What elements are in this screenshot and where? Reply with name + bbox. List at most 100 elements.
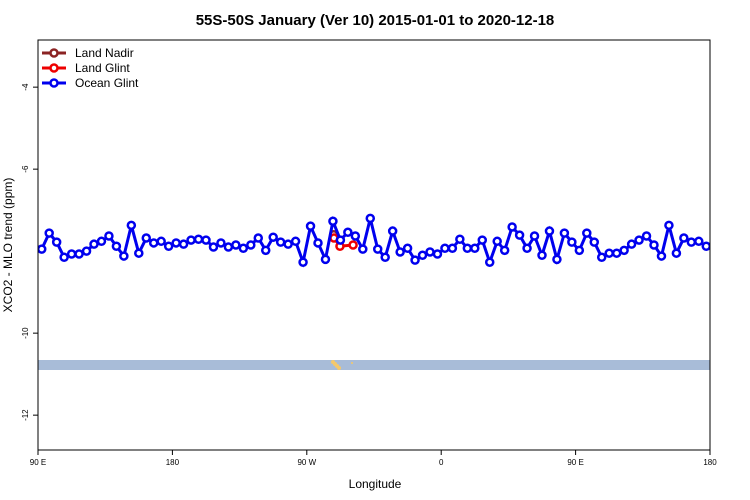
data-point — [96, 236, 107, 247]
data-point — [462, 243, 473, 254]
data-point — [171, 238, 181, 248]
data-point — [358, 244, 368, 254]
data-point — [380, 252, 390, 263]
data-point — [51, 237, 62, 247]
data-point — [238, 243, 249, 254]
data-point — [231, 240, 241, 250]
data-point — [298, 257, 308, 267]
data-point — [111, 241, 122, 251]
data-point — [529, 231, 540, 241]
y-tick-label: -4 — [21, 83, 30, 91]
data-point — [574, 245, 585, 256]
data-point — [208, 242, 219, 252]
data-point — [328, 216, 338, 226]
data-point — [447, 243, 458, 254]
data-point — [178, 239, 189, 249]
legend-swatch-marker — [49, 48, 59, 58]
data-point — [141, 233, 152, 243]
data-point — [440, 243, 450, 254]
x-tick-label: 90 E — [567, 458, 583, 467]
data-point — [335, 235, 346, 245]
data-point — [604, 248, 614, 258]
data-point — [641, 231, 652, 241]
data-point — [634, 235, 644, 245]
data-point — [499, 245, 510, 256]
x-tick-label: 90 E — [30, 458, 46, 467]
data-point — [365, 213, 376, 224]
data-point — [649, 240, 659, 250]
data-point — [163, 241, 174, 251]
data-point — [372, 244, 383, 254]
data-point — [283, 239, 293, 249]
data-point — [611, 248, 622, 258]
plot-layer — [38, 213, 710, 268]
data-point — [126, 220, 137, 231]
chart-title: 55S-50S January (Ver 10) 2015-01-01 to 2… — [196, 12, 555, 29]
data-point — [522, 243, 532, 254]
data-point — [186, 235, 196, 245]
data-point — [679, 233, 689, 243]
y-tick-label: -10 — [21, 327, 30, 339]
x-tick-label: 90 W — [297, 458, 316, 467]
data-point — [246, 240, 256, 250]
data-point — [552, 254, 562, 265]
x-axis-label: Longitude — [349, 477, 402, 491]
data-point — [484, 257, 495, 267]
data-point — [348, 240, 358, 250]
data-point — [148, 238, 159, 248]
data-point — [89, 239, 99, 249]
data-point — [74, 249, 84, 259]
y-tick-label: -6 — [21, 165, 30, 173]
x-tick-label: 180 — [703, 458, 717, 467]
data-point — [656, 251, 667, 261]
data-point — [410, 255, 420, 265]
data-point — [201, 235, 211, 245]
data-point — [104, 231, 114, 241]
data-point — [507, 222, 517, 232]
data-point — [193, 234, 204, 245]
data-point — [253, 233, 264, 243]
data-point — [44, 228, 54, 238]
data-point — [537, 250, 547, 260]
data-point — [350, 231, 361, 241]
y-tick-label: -12 — [21, 409, 30, 421]
legend-swatch-marker — [49, 78, 59, 88]
land-dots — [331, 360, 353, 370]
data-point — [320, 254, 331, 265]
y-axis-label: XCO2 - MLO trend (ppm) — [1, 178, 15, 313]
data-point — [268, 232, 278, 242]
x-tick-label: 0 — [439, 458, 444, 467]
data-point — [216, 238, 226, 248]
data-point — [559, 228, 570, 238]
data-point — [313, 238, 323, 248]
data-point — [59, 252, 69, 263]
data-point — [664, 220, 674, 231]
plot-frame — [37, 39, 711, 451]
data-point — [134, 248, 144, 258]
data-point — [589, 237, 600, 247]
data-point — [223, 242, 234, 252]
data-point — [402, 243, 413, 254]
data-point — [626, 239, 637, 249]
data-point — [582, 228, 592, 238]
legend-label: Land Nadir — [75, 46, 134, 60]
data-point — [275, 237, 286, 247]
data-point — [395, 247, 405, 257]
data-point — [66, 249, 77, 259]
data-point — [567, 237, 577, 247]
x-tick-label: 180 — [166, 458, 180, 467]
data-point — [455, 234, 465, 245]
land-band — [38, 360, 710, 370]
data-point — [514, 230, 525, 240]
data-point — [694, 236, 704, 247]
data-point — [290, 236, 301, 247]
data-point — [470, 243, 480, 254]
data-point — [38, 244, 47, 254]
data-point — [619, 245, 629, 256]
data-point — [544, 226, 555, 236]
data-point — [119, 251, 129, 261]
data-point — [596, 252, 607, 263]
legend-swatch-marker — [49, 63, 59, 73]
legend-label: Land Glint — [75, 61, 130, 75]
data-point — [156, 236, 166, 247]
